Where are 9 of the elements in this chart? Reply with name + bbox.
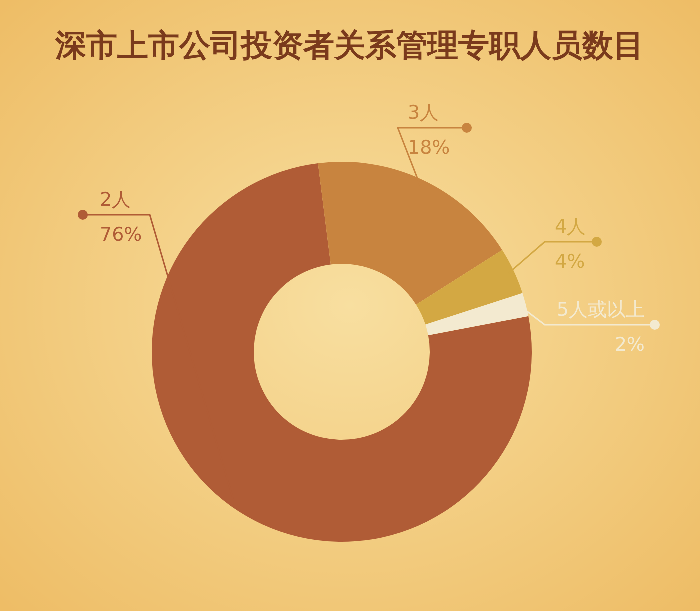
slice-label: 4人 bbox=[555, 216, 586, 238]
chart-title: 深市上市公司投资者关系管理专职人员数目 bbox=[54, 28, 644, 64]
slice-label: 3人 bbox=[408, 102, 440, 124]
slice-label: 5人或以上 bbox=[556, 299, 645, 321]
data-label: 76% bbox=[100, 224, 142, 246]
slice-label: 2人 bbox=[100, 189, 132, 211]
data-label: 18% bbox=[408, 137, 450, 159]
data-label: 4% bbox=[555, 251, 586, 273]
data-label: 2% bbox=[614, 334, 645, 356]
